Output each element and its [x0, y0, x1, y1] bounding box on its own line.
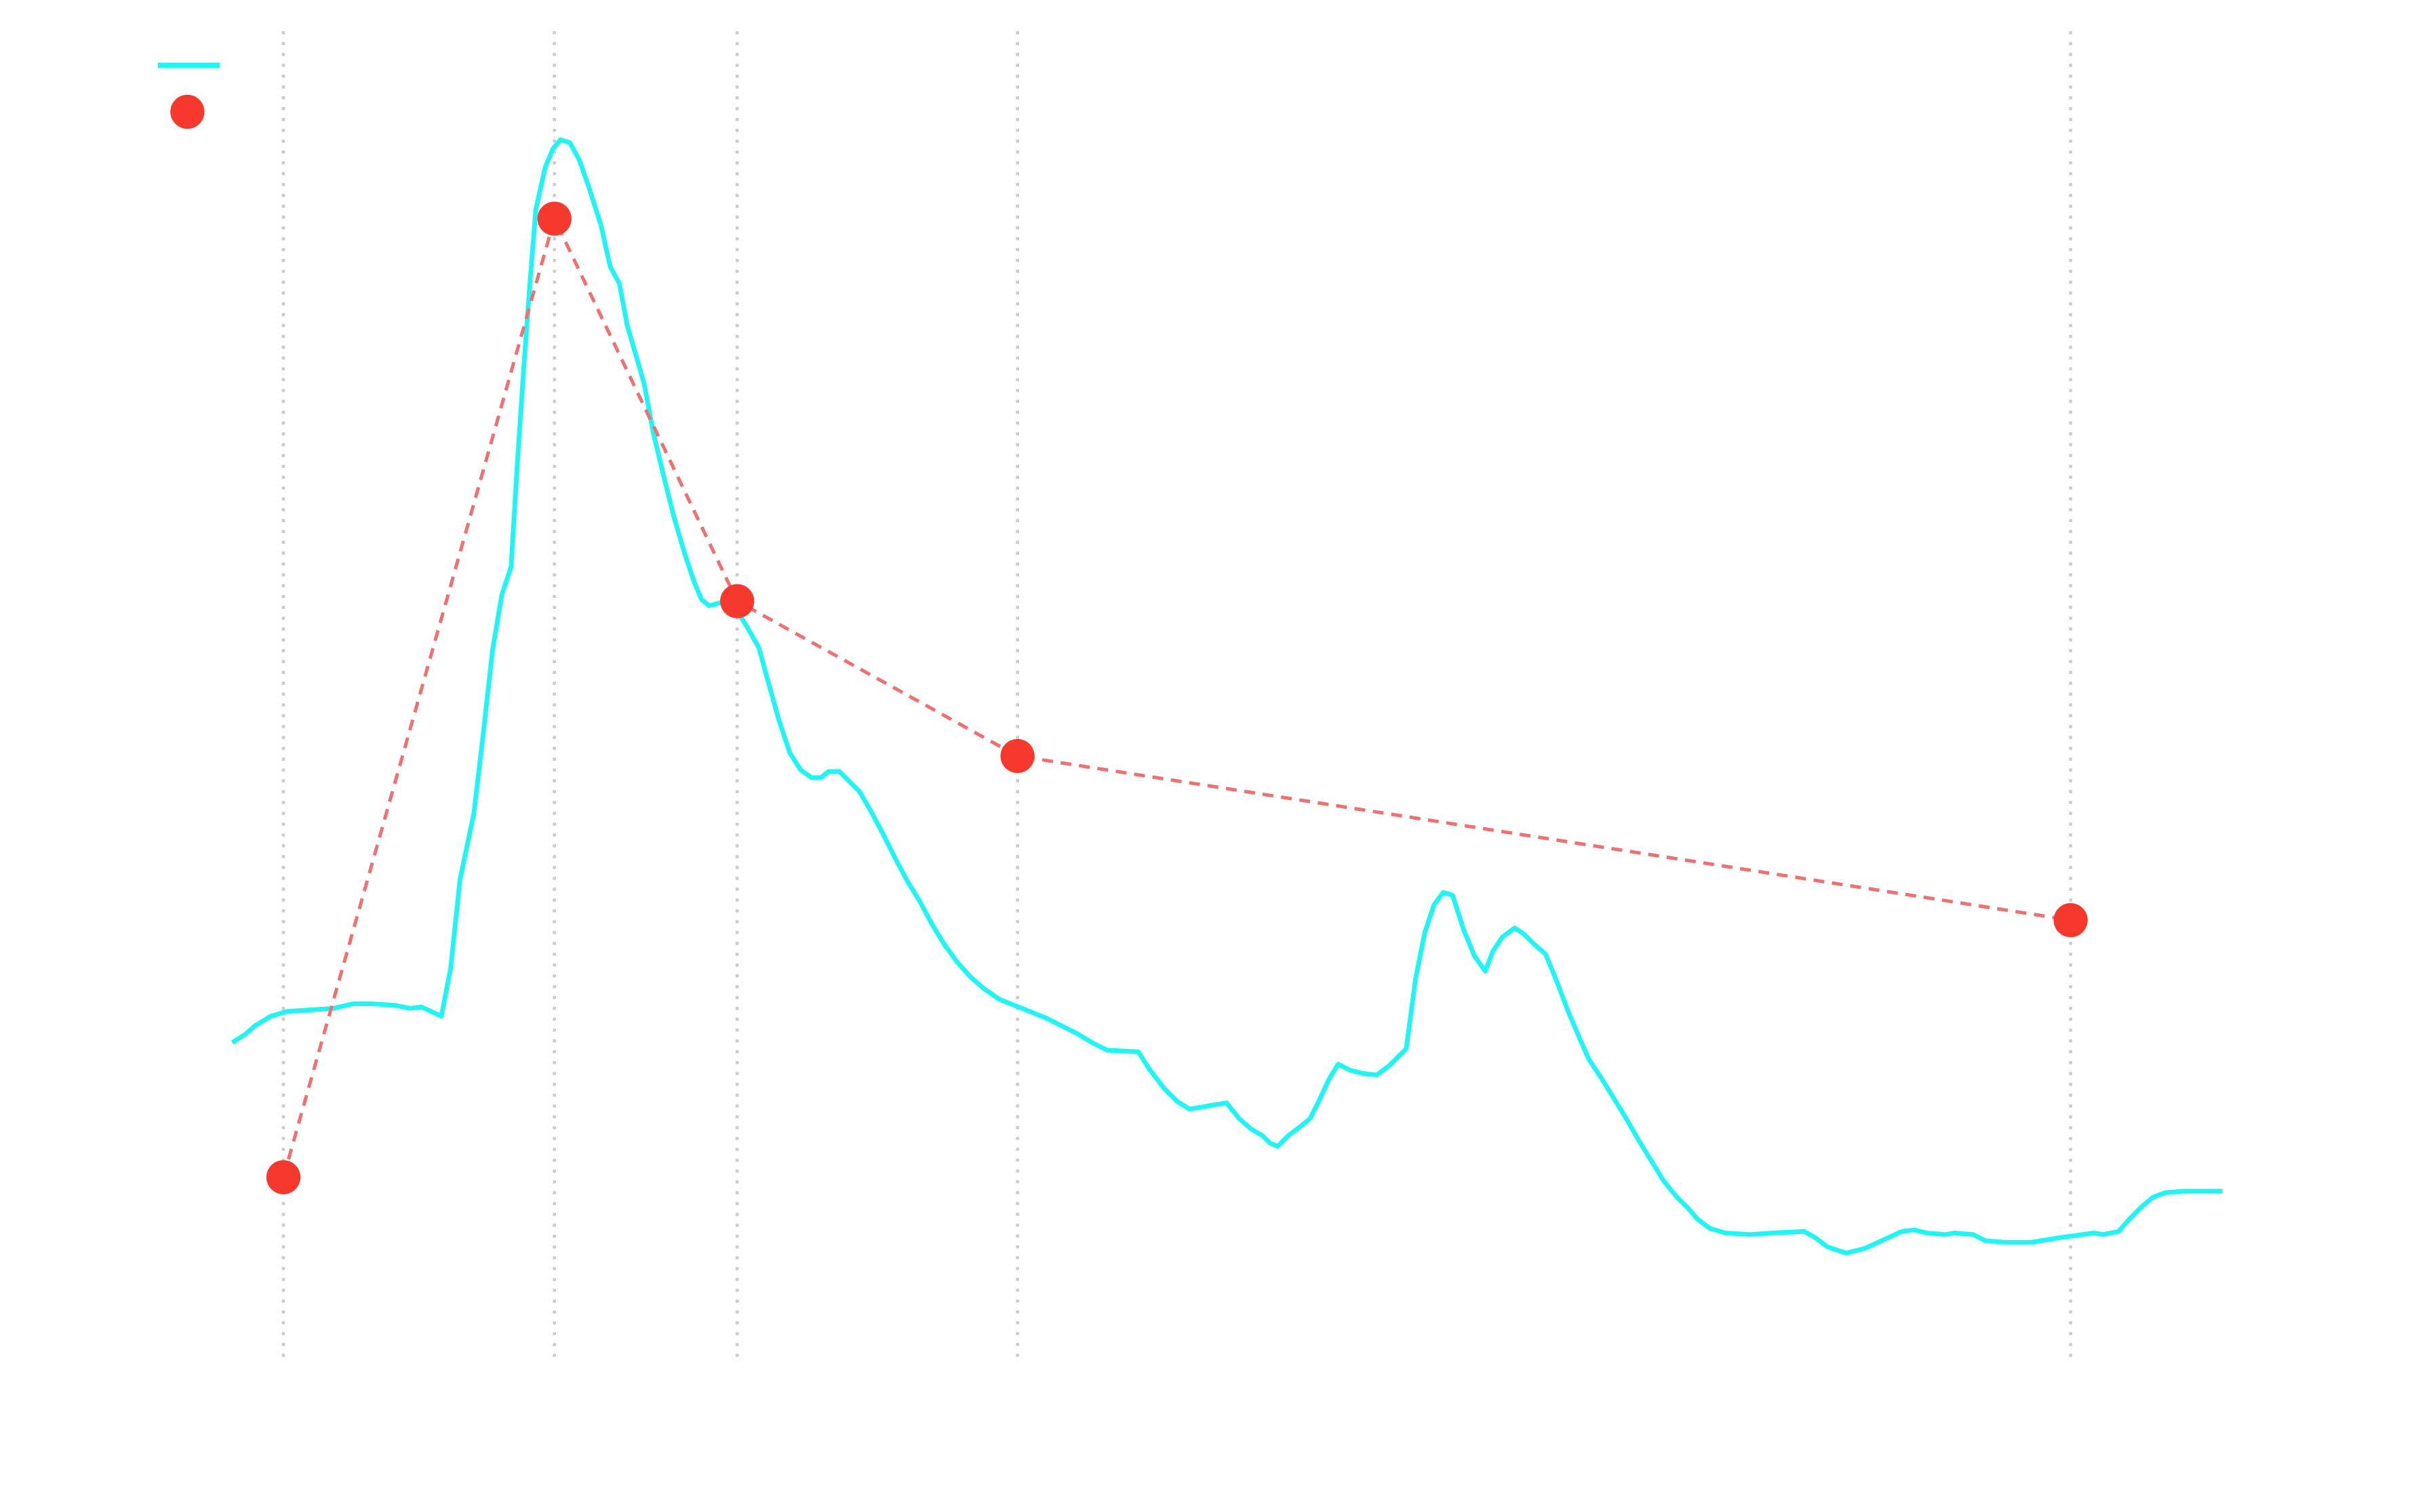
series-line — [231, 137, 2223, 1256]
data-point — [537, 201, 572, 236]
data-point — [2053, 902, 2088, 938]
series-line — [281, 216, 2072, 1178]
data-point — [720, 584, 755, 618]
data-point — [1000, 738, 1035, 774]
data-point — [266, 1160, 301, 1195]
legend-marker — [170, 94, 205, 129]
